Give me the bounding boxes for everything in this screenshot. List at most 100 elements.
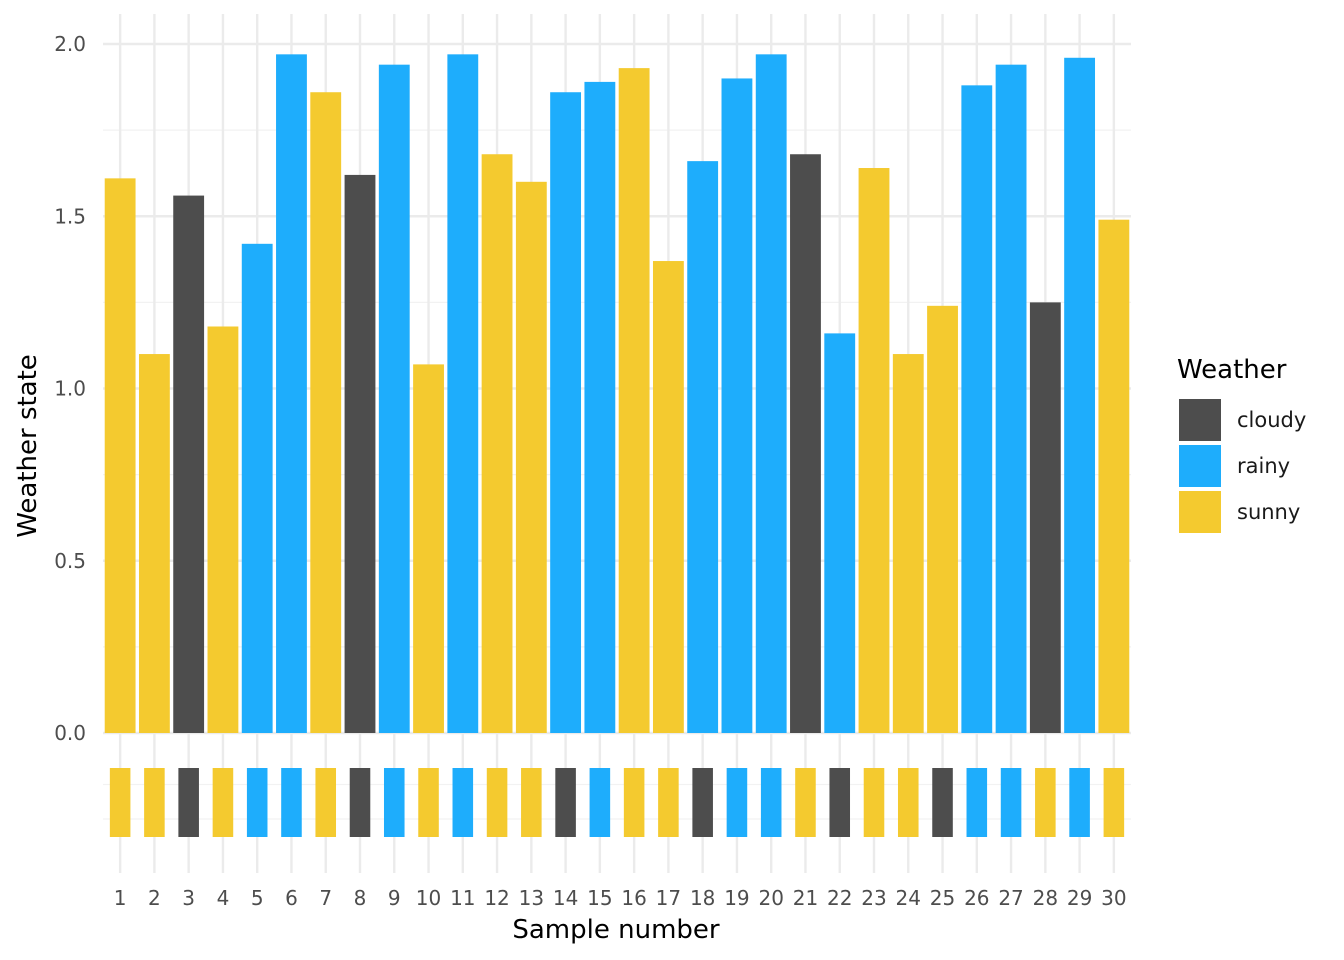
x-tick-label: 22 — [827, 886, 852, 910]
y-tick-label: 1.0 — [54, 377, 86, 401]
x-tick-label: 15 — [587, 886, 612, 910]
strip-cell-18 — [692, 768, 713, 837]
bar-25 — [927, 305, 958, 733]
strip-cell-3 — [178, 768, 199, 837]
x-tick-label: 9 — [388, 886, 401, 910]
strip-cell-13 — [521, 768, 542, 837]
x-tick-label: 13 — [519, 886, 544, 910]
strip-cell-12 — [486, 768, 508, 837]
strip-cell-6 — [281, 768, 302, 837]
y-axis-title: Weather state — [13, 354, 43, 538]
x-tick-label: 3 — [182, 886, 195, 910]
x-tick-label: 6 — [285, 886, 298, 910]
x-axis-title: Sample number — [512, 915, 720, 945]
strip-cell-27 — [1000, 768, 1022, 837]
x-tick-label: 5 — [251, 886, 264, 910]
bar-22 — [824, 333, 856, 733]
strip-cell-23 — [863, 768, 885, 837]
strip-cell-30 — [1103, 768, 1125, 837]
bar-30 — [1098, 219, 1130, 733]
strip-cell-7 — [315, 768, 337, 837]
y-tick-label: 1.5 — [54, 204, 86, 228]
bar-15 — [584, 81, 616, 733]
strip-cell-1 — [109, 768, 131, 837]
bars — [104, 54, 1130, 734]
legend-swatch-rainy — [1179, 445, 1221, 487]
legend: Weather cloudy rainy sunny — [1177, 355, 1306, 533]
x-tick-label: 17 — [656, 886, 681, 910]
legend-swatch-sunny — [1179, 491, 1221, 533]
x-tick-label: 26 — [964, 886, 989, 910]
bar-13 — [515, 181, 547, 734]
x-tick-label: 7 — [319, 886, 332, 910]
strip-cell-8 — [349, 768, 371, 837]
strip-cell-9 — [383, 768, 405, 837]
bar-28 — [1029, 302, 1061, 733]
legend-swatch-cloudy — [1179, 399, 1221, 441]
strip-cell-21 — [795, 768, 816, 837]
bar-16 — [618, 68, 650, 734]
strip-cell-22 — [829, 768, 851, 837]
bar-29 — [1064, 57, 1096, 733]
legend-label-sunny: sunny — [1237, 500, 1300, 524]
x-tick-label: 12 — [484, 886, 509, 910]
strip-cell-15 — [589, 768, 611, 837]
legend-label-cloudy: cloudy — [1237, 408, 1306, 432]
x-tick-label: 14 — [553, 886, 578, 910]
bar-2 — [138, 354, 170, 733]
x-tick-label: 8 — [354, 886, 367, 910]
x-tick-label: 10 — [416, 886, 441, 910]
bar-4 — [207, 326, 239, 733]
x-tick-label: 2 — [148, 886, 161, 910]
y-tick-label: 2.0 — [54, 32, 86, 56]
x-tick-label: 29 — [1067, 886, 1092, 910]
bar-9 — [378, 64, 410, 734]
x-tick-label: 24 — [896, 886, 921, 910]
bar-18 — [687, 161, 719, 733]
x-axis-ticks: 1 2 3 4 5 6 7 8 9 10 11 12 13 14 15 16 17 18 19 20 21 22 23 24 2… — [114, 886, 1127, 910]
strip-cell-10 — [418, 768, 439, 837]
x-tick-label: 23 — [861, 886, 886, 910]
x-tick-label: 21 — [793, 886, 818, 910]
x-tick-label: 20 — [758, 886, 783, 910]
bar-19 — [721, 78, 753, 733]
strip-cell-4 — [212, 768, 234, 837]
bar-1 — [104, 178, 136, 734]
strip-cell-20 — [760, 768, 782, 837]
x-tick-label: 1 — [114, 886, 127, 910]
strip-cell-2 — [144, 768, 165, 837]
strip-cell-11 — [452, 768, 474, 837]
bar-5 — [241, 243, 273, 733]
bar-6 — [276, 54, 307, 733]
x-tick-label: 25 — [930, 886, 955, 910]
bar-11 — [447, 54, 479, 733]
x-tick-label: 30 — [1101, 886, 1126, 910]
bar-21 — [790, 154, 821, 734]
strip-cell-16 — [623, 768, 645, 837]
bar-14 — [550, 92, 582, 734]
x-tick-label: 27 — [998, 886, 1023, 910]
bar-7 — [310, 92, 342, 734]
bar-23 — [858, 168, 890, 733]
strip-cell-17 — [658, 768, 679, 837]
bar-12 — [481, 154, 513, 734]
x-tick-label: 18 — [690, 886, 715, 910]
bar-20 — [755, 54, 787, 733]
x-tick-label: 28 — [1033, 886, 1058, 910]
bar-17 — [652, 261, 684, 733]
y-tick-label: 0.0 — [54, 721, 86, 745]
x-tick-label: 4 — [217, 886, 230, 910]
strip-cell-28 — [1035, 768, 1056, 837]
strip-cell-5 — [246, 768, 268, 837]
strip-cell-19 — [726, 768, 748, 837]
strip-cell-14 — [555, 768, 576, 837]
y-tick-label: 0.5 — [54, 549, 86, 573]
legend-label-rainy: rainy — [1237, 454, 1290, 478]
strip-cell-26 — [966, 768, 988, 837]
bar-3 — [173, 195, 205, 733]
bar-27 — [995, 64, 1027, 734]
strip-cell-25 — [932, 768, 953, 837]
x-tick-label: 11 — [450, 886, 475, 910]
y-axis-ticks: 0.0 0.5 1.0 1.5 2.0 — [54, 32, 86, 745]
